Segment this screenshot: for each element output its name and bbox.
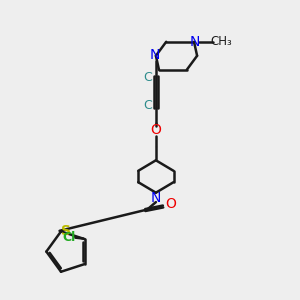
Text: N: N: [189, 35, 200, 50]
Text: O: O: [151, 123, 161, 137]
Text: N: N: [150, 48, 160, 62]
Text: S: S: [61, 224, 71, 239]
Text: C: C: [143, 99, 152, 112]
Text: O: O: [165, 196, 176, 211]
Text: Cl: Cl: [63, 231, 76, 244]
Text: C: C: [143, 71, 152, 84]
Text: CH₃: CH₃: [210, 35, 232, 48]
Text: N: N: [151, 191, 161, 205]
